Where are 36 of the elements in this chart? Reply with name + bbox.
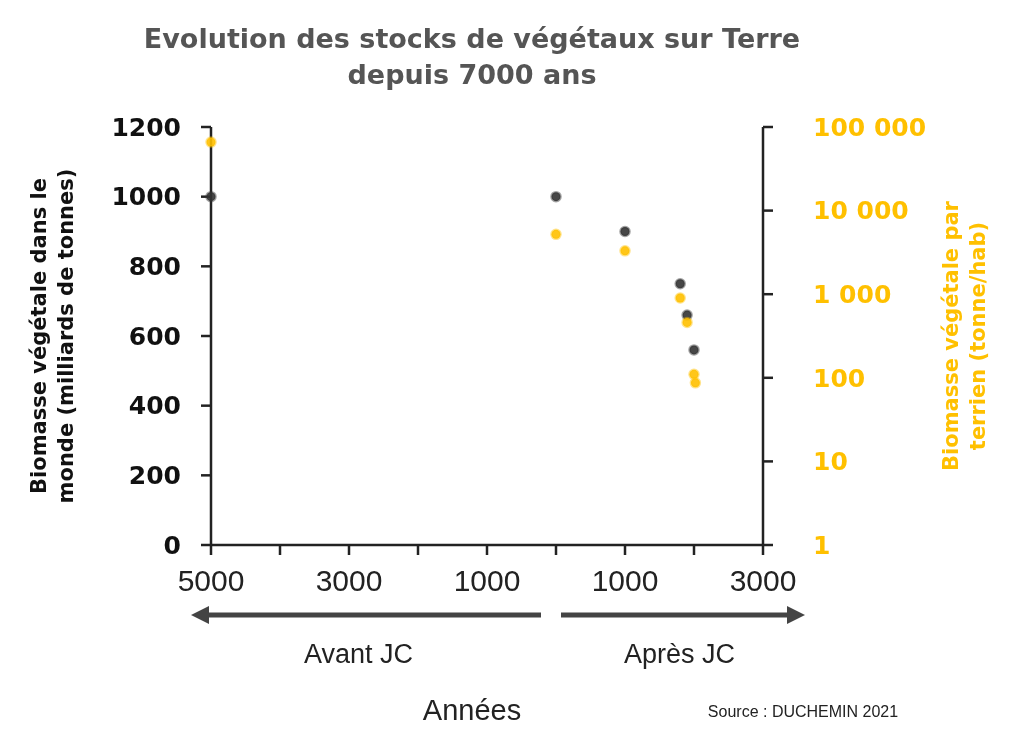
point — [205, 190, 217, 203]
point — [619, 245, 631, 257]
x-tick-label: 3000 — [729, 564, 797, 597]
y-tick-label: 400 — [128, 391, 181, 421]
y-tick-label: 800 — [128, 252, 181, 282]
y2-tick-label: 10 000 — [813, 196, 909, 226]
y2-axis-title: Biomasse végétale par terrien (tonne/hab) — [939, 200, 990, 471]
point — [205, 136, 217, 148]
text: Avant JC — [303, 639, 414, 669]
source-note: Source : DUCHEMIN 2021 — [707, 703, 899, 720]
x-tick-label: 3000 — [315, 564, 383, 597]
x-axis-title: Années — [422, 694, 522, 726]
point — [689, 377, 702, 389]
point — [674, 292, 686, 304]
y2-tick-label: 1 — [813, 530, 831, 560]
point — [619, 225, 631, 238]
y-tick-label: 1200 — [111, 112, 181, 142]
point — [550, 190, 562, 203]
x-tick-label: 5000 — [177, 564, 245, 597]
y-axis-title: Biomasse végétale dans le monde (milliards de tonnes) — [27, 168, 78, 504]
y2-tick-label: 100 000 — [813, 112, 927, 142]
chart-title: Evolution des stocks de végétaux sur Terre depuis 7000 ans — [143, 23, 801, 90]
point — [688, 344, 700, 356]
y-tick-label: 200 — [128, 461, 181, 491]
y2-tick-label: 10 — [813, 447, 848, 477]
y-tick-label: 1000 — [111, 182, 181, 212]
point — [674, 278, 686, 290]
point — [681, 316, 693, 329]
y-tick-label: 600 — [128, 321, 181, 351]
point — [550, 228, 562, 241]
y2-tick-label: 100 — [813, 363, 866, 393]
y2-tick-label: 1 000 — [813, 279, 892, 309]
y-tick-label: 0 — [163, 530, 181, 560]
x-tick-label: 1000 — [453, 564, 521, 597]
x-tick-label: 1000 — [591, 564, 659, 597]
text: Après JC — [623, 639, 736, 669]
